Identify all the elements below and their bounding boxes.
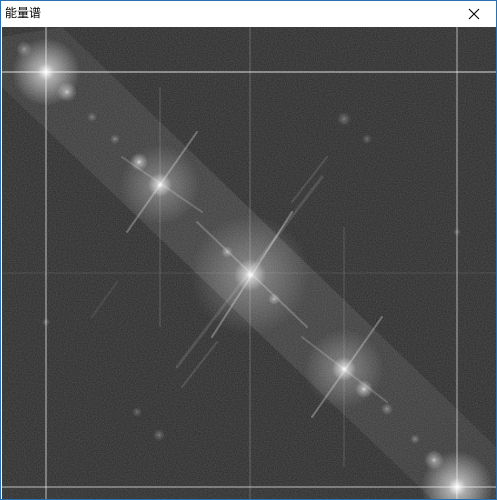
spectrum-image	[2, 27, 496, 499]
title-bar[interactable]: 能量谱	[1, 1, 496, 26]
window-title: 能量谱	[5, 6, 42, 20]
spectrum-peaks	[12, 38, 493, 499]
spectrum-graphic	[2, 27, 496, 499]
close-button[interactable]	[452, 1, 496, 26]
close-icon	[468, 8, 480, 19]
